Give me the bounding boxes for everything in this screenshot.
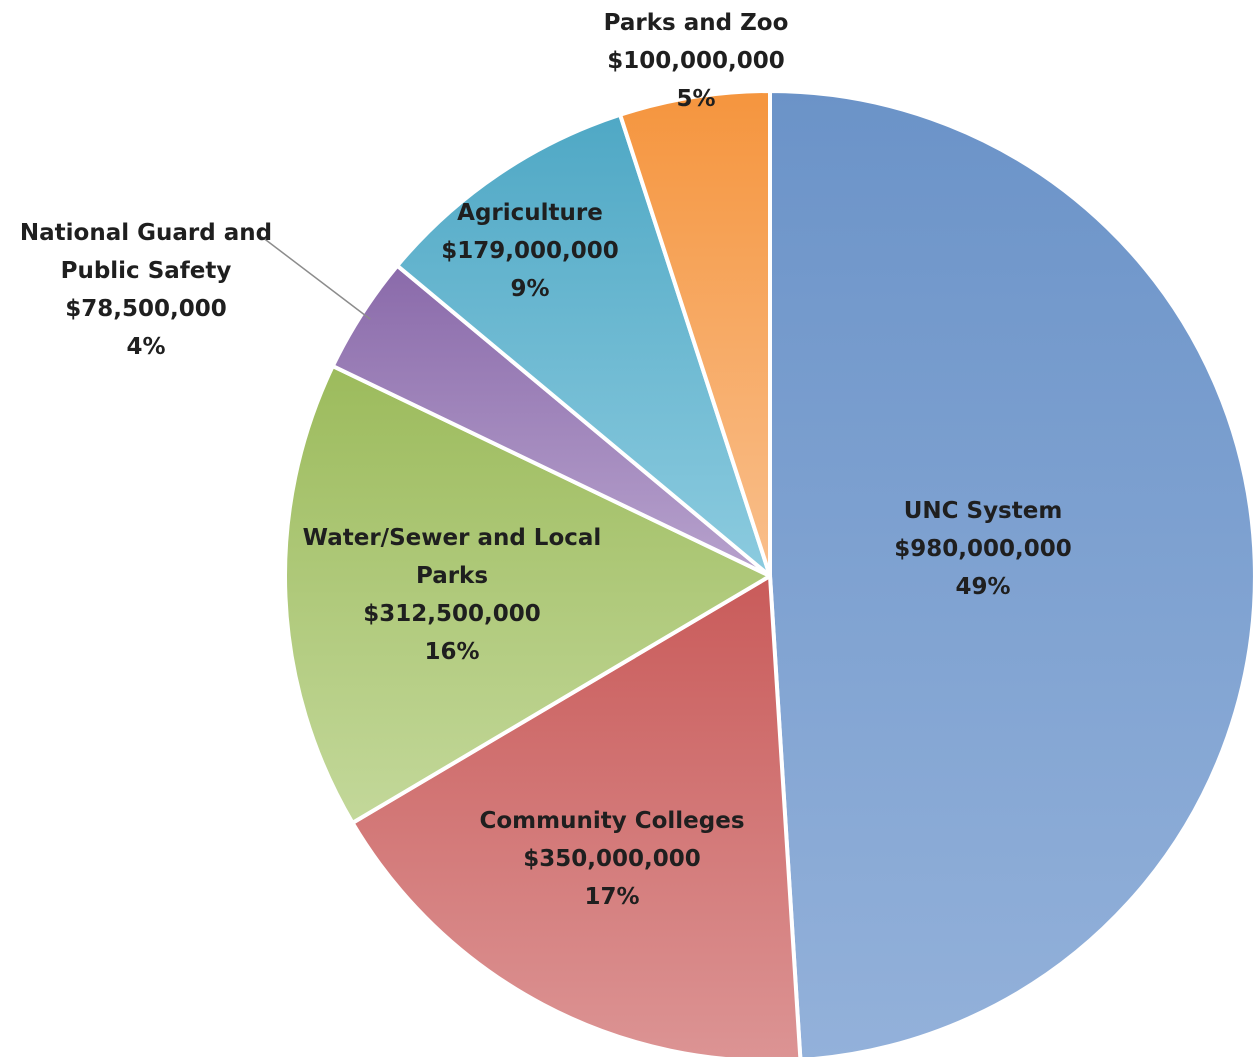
pie-slice-unc-system: [768, 89, 1256, 1061]
pie-slice-parks-and-zoo: [618, 89, 772, 578]
data-label-value: $980,000,000: [894, 536, 1072, 562]
data-label-value: $350,000,000: [523, 846, 701, 872]
data-label-percent: 4%: [126, 334, 165, 360]
data-label-category: Community Colleges: [479, 808, 744, 834]
data-label-value: $179,000,000: [441, 238, 619, 264]
data-label-category: National Guard and: [20, 220, 272, 246]
data-label-category: Parks and Zoo: [604, 10, 789, 36]
data-label-unc-system: UNC System $980,000,000 49%: [894, 498, 1072, 600]
data-label-water-sewer-and-local-parks: Water/Sewer and Local Parks $312,500,000 16…: [303, 525, 602, 665]
data-label-percent: 17%: [584, 884, 639, 910]
data-label-category: Parks: [416, 563, 488, 589]
data-label-category: Water/Sewer and Local: [303, 525, 602, 551]
data-label-percent: 16%: [424, 639, 479, 665]
data-label-national-guard-and-public-safety: National Guard and Public Safety $78,500,0…: [20, 220, 272, 360]
leader-lines-layer: [261, 236, 371, 320]
leader-line-national-guard-and-public-safety: [261, 236, 371, 320]
data-label-value: $100,000,000: [607, 48, 785, 74]
pie-slice-agriculture: [395, 112, 772, 578]
data-labels-layer: UNC System $980,000,000 49% Community Colle…: [20, 10, 1072, 910]
pie-slice-water-sewer-and-local-parks: [283, 364, 772, 825]
data-label-percent: 49%: [955, 574, 1010, 600]
data-label-category: UNC System: [904, 498, 1063, 524]
data-label-parks-and-zoo: Parks and Zoo $100,000,000 5%: [604, 10, 789, 112]
data-label-percent: 9%: [510, 276, 549, 302]
data-label-percent: 5%: [676, 86, 715, 112]
data-label-value: $78,500,000: [65, 296, 227, 322]
data-label-agriculture: Agriculture $179,000,000 9%: [441, 200, 619, 302]
data-label-community-colleges: Community Colleges $350,000,000 17%: [479, 808, 744, 910]
data-label-value: $312,500,000: [363, 601, 541, 627]
data-label-category: Agriculture: [457, 200, 603, 226]
data-label-category: Public Safety: [61, 258, 232, 284]
slices-layer: [283, 89, 1256, 1061]
